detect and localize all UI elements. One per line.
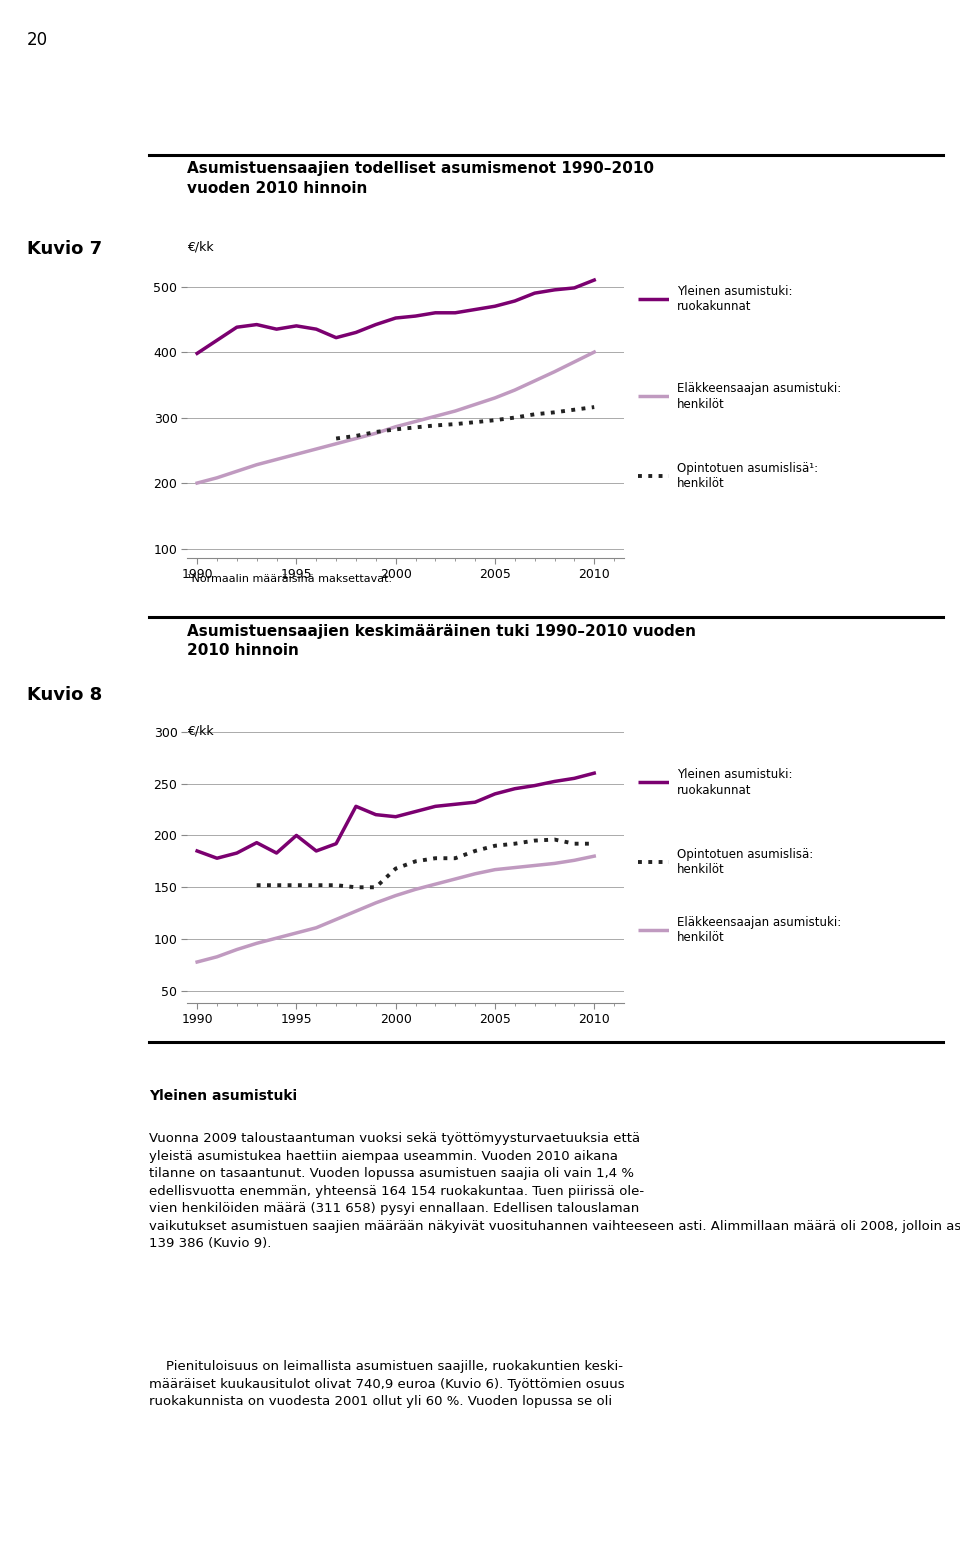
Text: ¹Normaalin määräisinä maksettavat.: ¹Normaalin määräisinä maksettavat. [187,574,393,583]
Text: Asumistuensaajien keskimääräinen tuki 1990–2010 vuoden
2010 hinnoin: Asumistuensaajien keskimääräinen tuki 19… [187,624,696,658]
Text: Yleinen asumistuki:
ruokakunnat: Yleinen asumistuki: ruokakunnat [677,285,792,313]
Text: 20: 20 [27,31,48,50]
Text: €/kk: €/kk [187,240,214,253]
Text: Opintotuen asumislisä:
henkilöt: Opintotuen asumislisä: henkilöt [677,848,813,876]
Text: Yleinen asumistuki: Yleinen asumistuki [149,1089,297,1103]
Text: Vuonna 2009 taloustaantuman vuoksi sekä työttömyysturvaetuuksia että
yleistä asu: Vuonna 2009 taloustaantuman vuoksi sekä … [149,1132,960,1250]
Text: Eläkkeensaajan asumistuki:
henkilöt: Eläkkeensaajan asumistuki: henkilöt [677,382,841,411]
Text: Asumistuensaajien todelliset asumismenot 1990–2010
vuoden 2010 hinnoin: Asumistuensaajien todelliset asumismenot… [187,161,654,195]
Text: Yleinen asumistuki:
ruokakunnat: Yleinen asumistuki: ruokakunnat [677,768,792,797]
Text: Kuvio 7: Kuvio 7 [27,240,102,259]
Text: Pienituloisuus on leimallista asumistuen saajille, ruokakuntien keski-
määräiset: Pienituloisuus on leimallista asumistuen… [149,1360,624,1408]
Text: €/kk: €/kk [187,724,214,737]
Text: Opintotuen asumislisä¹:
henkilöt: Opintotuen asumislisä¹: henkilöt [677,462,818,490]
Text: Eläkkeensaajan asumistuki:
henkilöt: Eläkkeensaajan asumistuki: henkilöt [677,915,841,945]
Text: Kuvio 8: Kuvio 8 [27,686,102,704]
